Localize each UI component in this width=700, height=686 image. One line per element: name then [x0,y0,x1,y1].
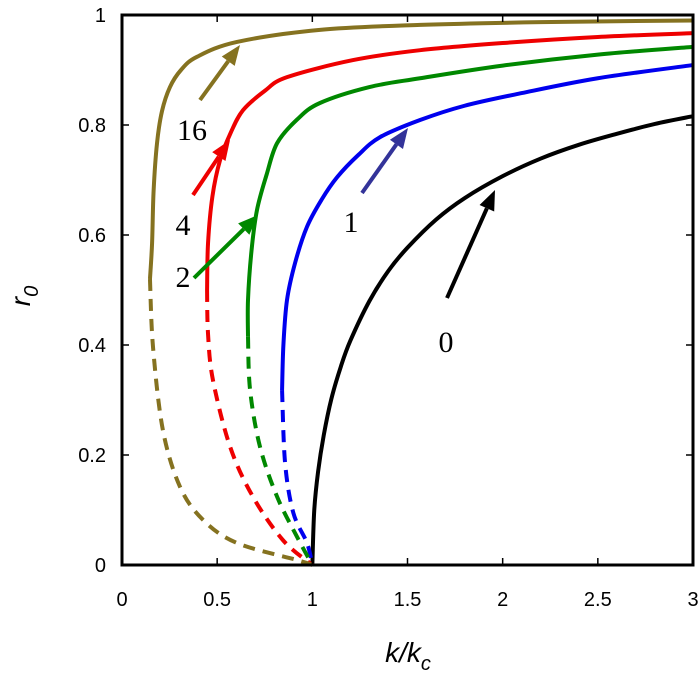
y-tick-label: 0.4 [78,335,106,357]
curve-unstable-2 [246,336,315,566]
x-tick-label: 1 [307,589,318,611]
x-tick-label: 2 [497,589,508,611]
y-tick-label: 1 [95,5,106,27]
curve-stable-1 [280,63,694,391]
curve-stable-0 [310,114,694,566]
arrow-16 [198,59,230,102]
curve-label-1: 1 [344,206,359,239]
arrow-2 [192,227,246,280]
x-tick-label: 3 [687,589,698,611]
annotation-labels: 0 1 2 4 16 [176,114,454,359]
y-tick-label: 0.8 [78,115,106,137]
curve-stable-4 [205,31,694,291]
arrowhead-2 [238,215,258,235]
x-tick-label: 2.5 [584,589,612,611]
y-axis-label: r0 [5,286,43,306]
curve-label-2: 2 [176,261,191,294]
x-tick-label: 0 [116,589,127,611]
y-axis-label-subscript: 0 [21,286,43,297]
curve-stable-2 [245,44,694,337]
x-tick-label: 0.5 [203,589,231,611]
x-tick-label: 1.5 [394,589,422,611]
arrow-1 [360,143,399,195]
annotation-arrows [191,45,495,299]
arrow-4 [191,155,221,197]
arrowhead-4 [212,140,230,162]
curve-unstable-1 [280,390,315,566]
y-tick-label: 0.2 [78,445,106,467]
y-tick-label: 0 [95,555,106,577]
x-axis-label: k/kc [385,637,431,675]
arrow-0 [445,207,489,299]
y-tick-label: 0.6 [78,225,106,247]
axis-ticks: 0 0.5 1 1.5 2 2.5 3 0 0.2 0.4 0.6 0.8 1 [78,5,698,611]
curve-unstable-16 [147,278,313,567]
curves [147,18,694,567]
curve-stable-16 [147,18,694,280]
curve-label-16: 16 [177,114,207,147]
arrowhead-0 [479,190,495,212]
curve-unstable-4 [205,289,314,567]
x-axis-label-subscript: c [421,653,431,675]
curve-label-4: 4 [176,209,191,242]
arrowhead-1 [389,128,408,149]
curve-label-0: 0 [439,326,454,359]
arrowhead-16 [221,45,240,66]
